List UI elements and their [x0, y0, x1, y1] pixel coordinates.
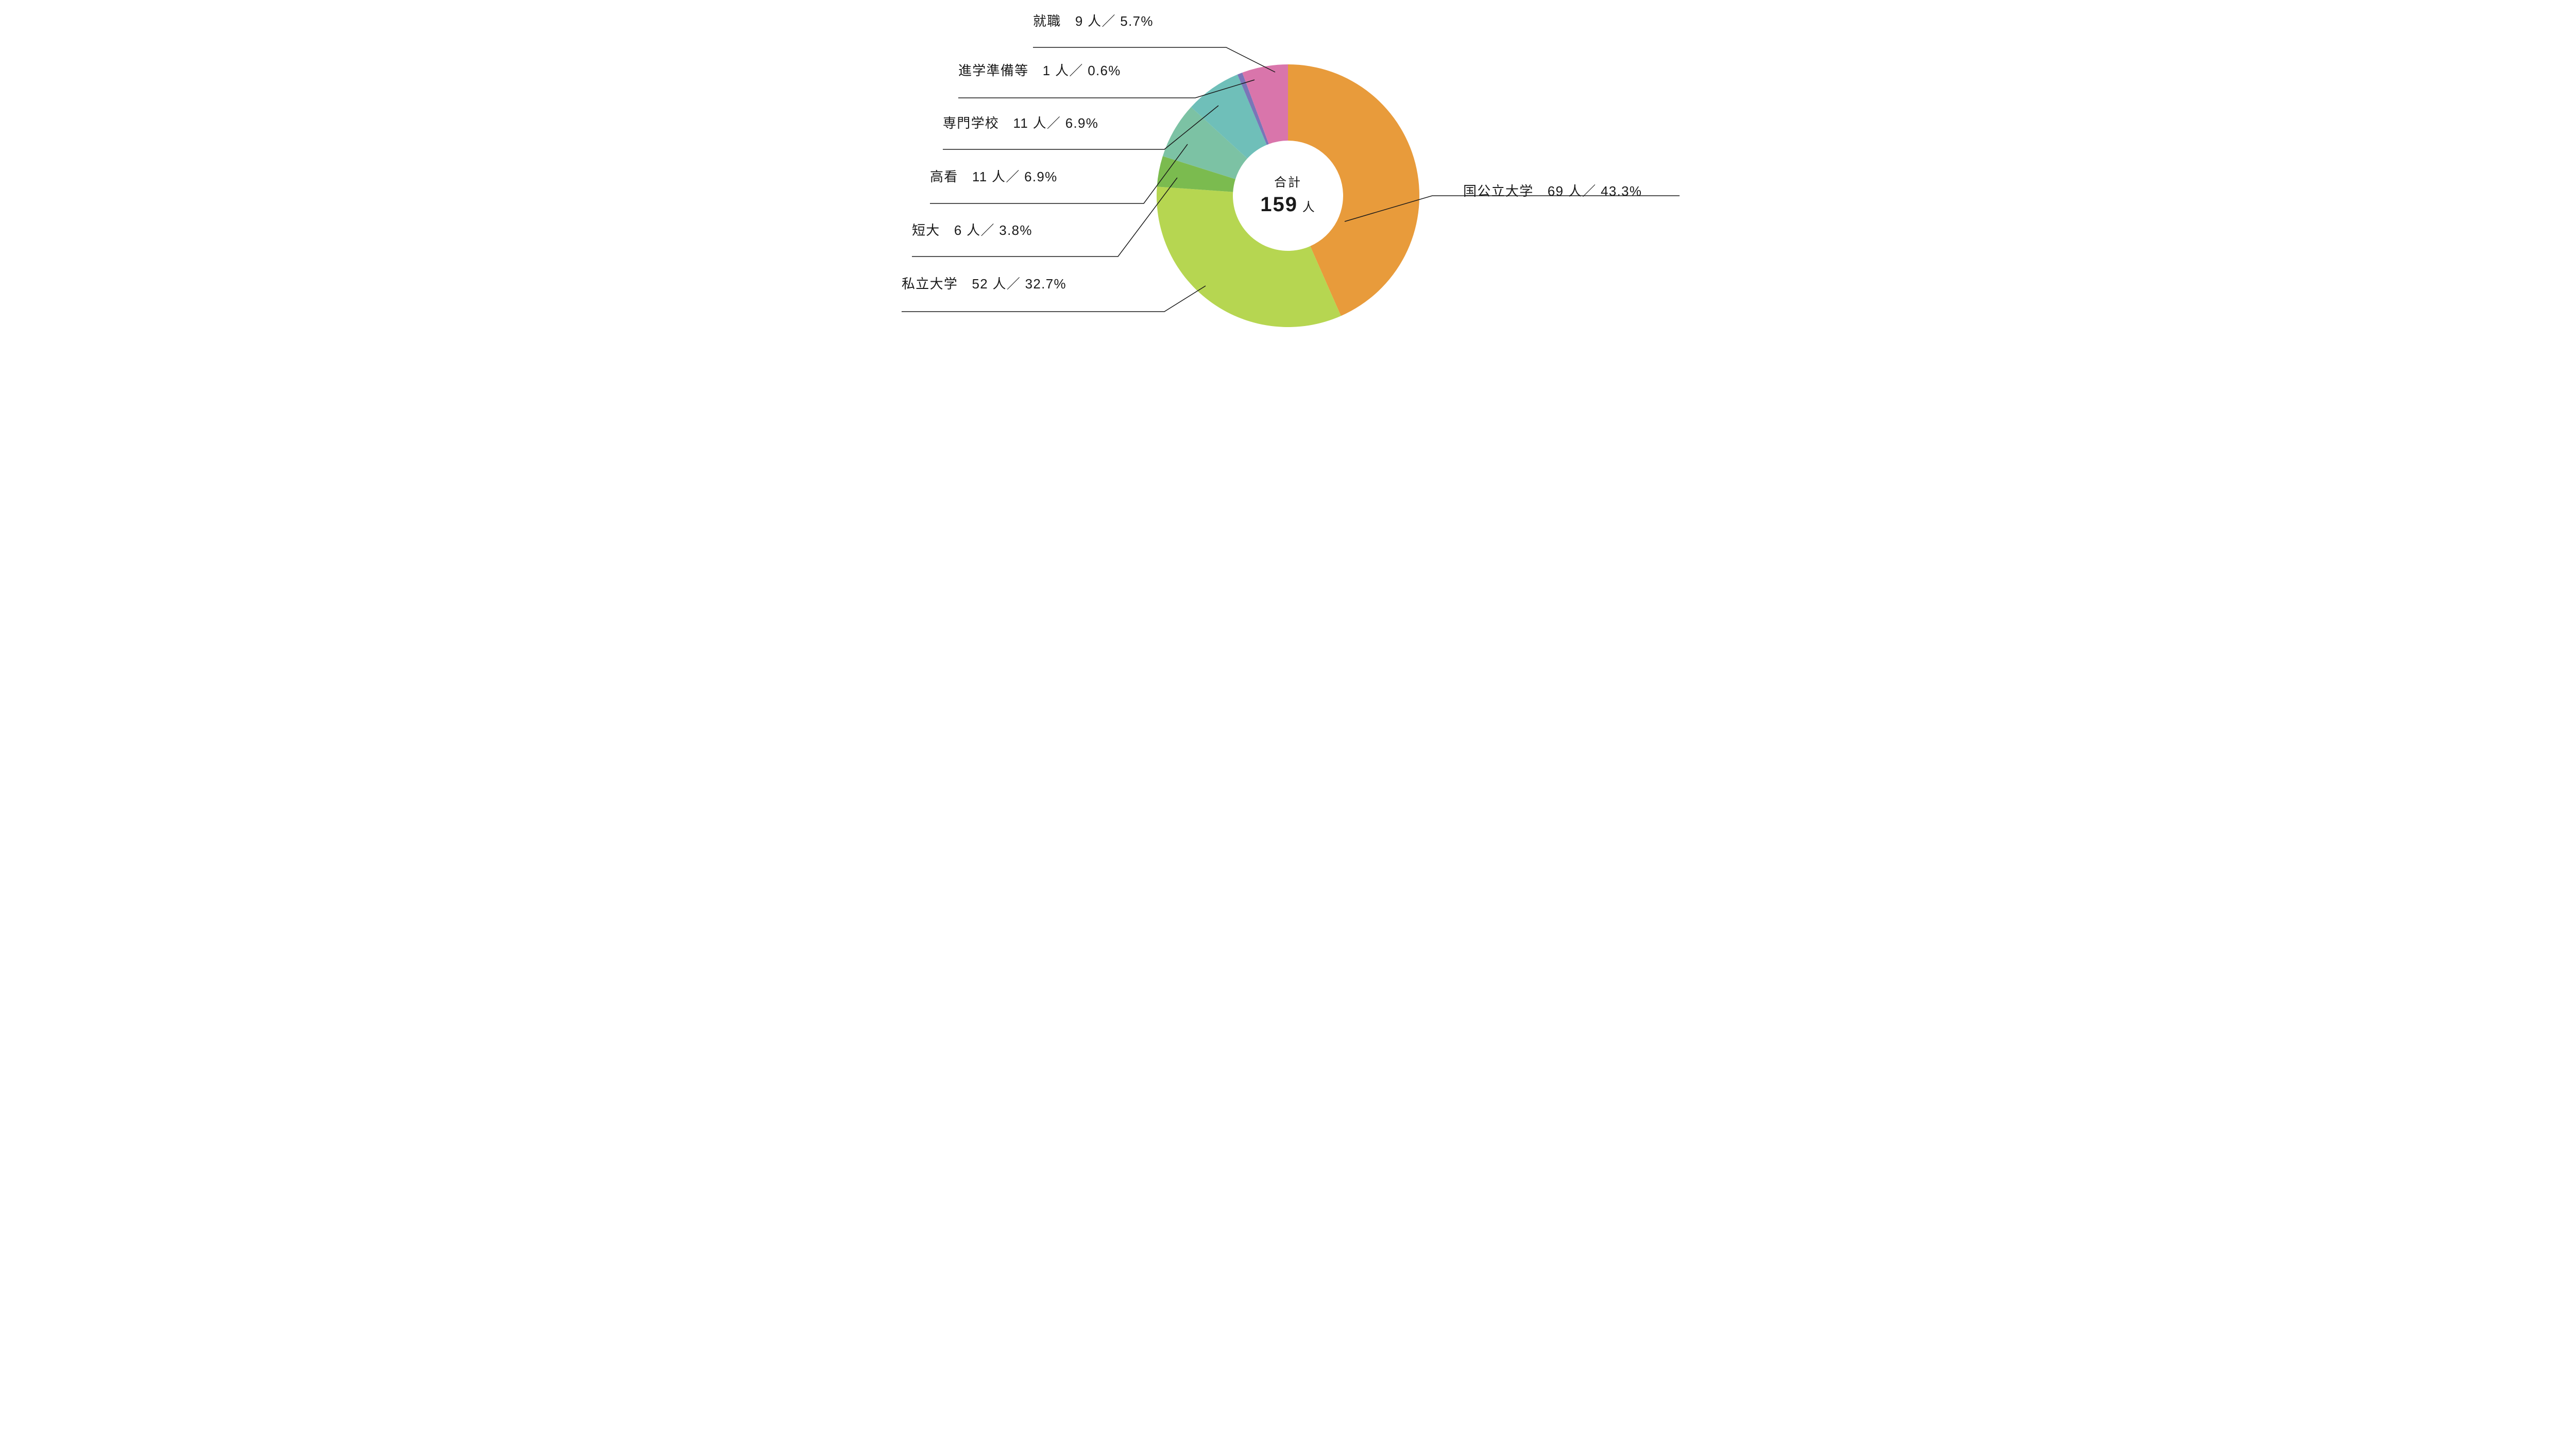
label-私立大学: 私立大学 52 人／ 32.7%: [902, 276, 1066, 292]
label-国公立大学: 国公立大学 69 人／ 43.3%: [1463, 183, 1642, 199]
label-進学準備等: 進学準備等 1 人／ 0.6%: [958, 63, 1121, 78]
label-専門学校: 専門学校 11 人／ 6.9%: [943, 115, 1098, 131]
donut-chart-container: 合計159 人国公立大学 69 人／ 43.3%私立大学 52 人／ 32.7%…: [876, 0, 1700, 361]
center-label-top: 合計: [1274, 176, 1302, 190]
label-短大: 短大 6 人／ 3.8%: [912, 223, 1032, 238]
label-就職: 就職 9 人／ 5.7%: [1033, 13, 1154, 29]
label-高看: 高看 11 人／ 6.9%: [930, 169, 1058, 184]
donut-chart-svg: 合計159 人国公立大学 69 人／ 43.3%私立大学 52 人／ 32.7%…: [876, 0, 1700, 361]
